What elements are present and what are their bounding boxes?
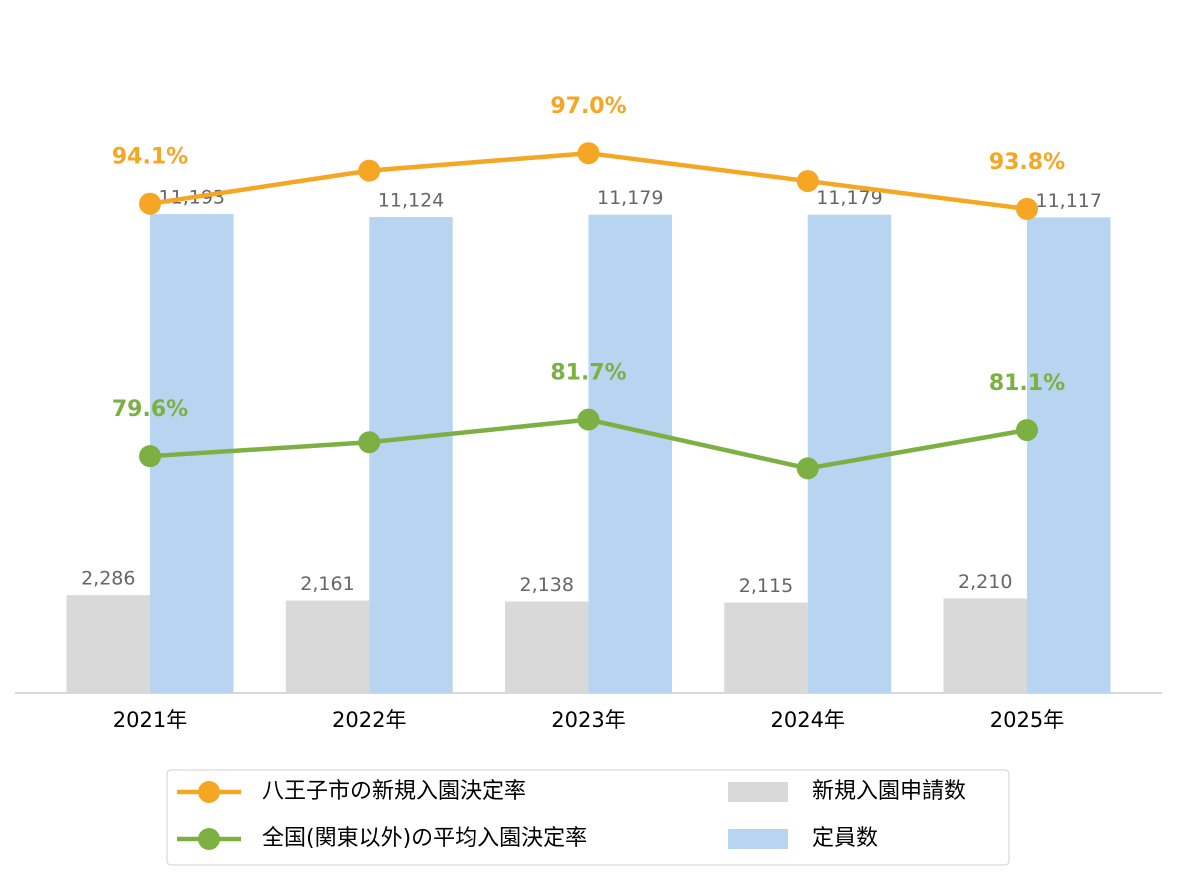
bar-value-label: 2,161 — [300, 573, 354, 595]
bar — [724, 602, 808, 693]
line-marker — [577, 142, 600, 165]
line-value-label: 97.0% — [550, 94, 626, 119]
bar — [588, 214, 672, 694]
x-tick-label: 2021年 — [113, 708, 187, 732]
line-marker — [796, 457, 819, 480]
bar-value-label: 2,286 — [81, 568, 135, 590]
legend-box — [166, 769, 1010, 866]
legend-label: 定員数 — [812, 826, 878, 851]
line-marker — [358, 159, 381, 182]
legend-marker — [198, 828, 220, 850]
bar — [285, 600, 370, 693]
line-marker — [139, 445, 162, 468]
bar-value-label: 11,117 — [1035, 190, 1101, 212]
line-marker — [1015, 419, 1038, 442]
bar — [369, 217, 453, 694]
line-value-label: 81.1% — [989, 371, 1065, 396]
bar — [807, 214, 892, 694]
bar — [505, 601, 589, 693]
bar-value-label: 11,124 — [378, 190, 444, 212]
bar-value-label: 2,115 — [739, 575, 793, 597]
bar-value-label: 2,210 — [958, 571, 1012, 593]
legend-swatch — [728, 782, 788, 802]
bar-value-label: 11,179 — [816, 187, 882, 209]
legend-label: 全国(関東以外)の平均入園決定率 — [262, 826, 587, 851]
legend-label: 新規入園申請数 — [812, 779, 966, 804]
bar-value-label: 11,179 — [597, 187, 663, 209]
legend-label: 八王子市の新規入園決定率 — [262, 779, 526, 804]
bar — [943, 598, 1027, 693]
line-marker — [1015, 197, 1038, 220]
line-marker — [139, 192, 162, 215]
bar — [1026, 217, 1111, 694]
line-value-label: 93.8% — [989, 150, 1065, 175]
line-marker — [577, 408, 600, 431]
bar — [66, 595, 151, 693]
x-tick-label: 2025年 — [990, 708, 1064, 732]
line-value-label: 81.7% — [550, 361, 626, 386]
line-value-label: 94.1% — [112, 145, 188, 170]
legend-marker — [198, 781, 220, 803]
line-marker — [796, 170, 819, 193]
line-value-label: 79.6% — [112, 397, 188, 422]
legend-swatch — [728, 829, 788, 849]
x-tick-label: 2022年 — [332, 708, 406, 732]
x-tick-label: 2024年 — [771, 708, 845, 732]
x-tick-label: 2023年 — [551, 708, 625, 732]
bar-value-label: 2,138 — [520, 574, 574, 596]
line-marker — [358, 431, 381, 454]
